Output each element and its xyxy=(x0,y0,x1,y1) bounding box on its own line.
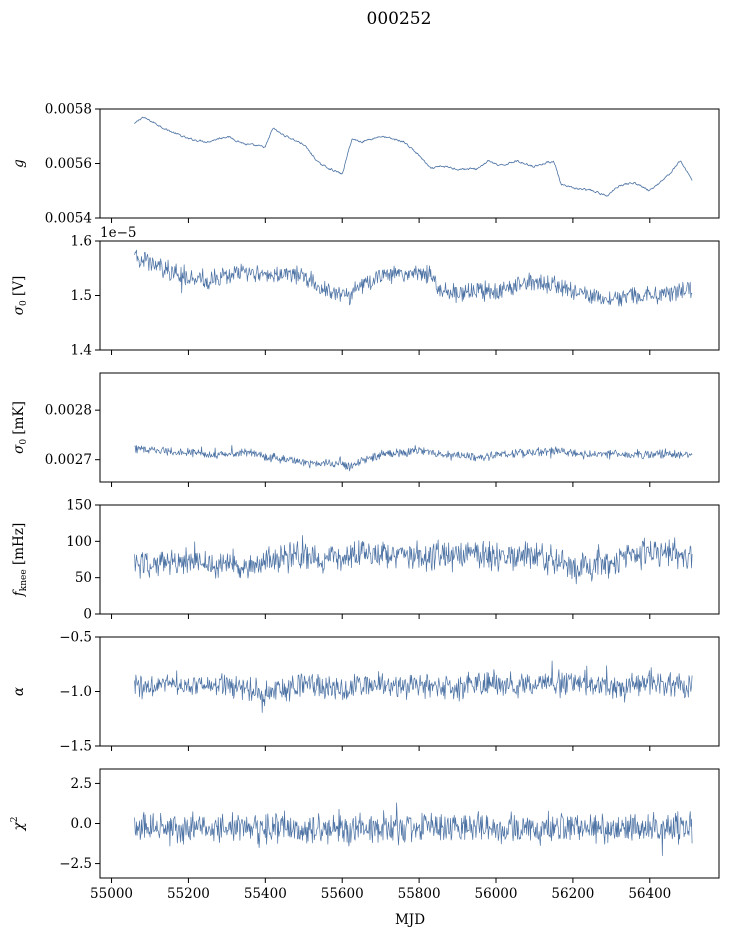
series-line-fknee xyxy=(134,535,693,585)
panel-4: 0 50 100 150 fknee​ [mHz] xyxy=(11,498,720,623)
y-tick-label: 0 xyxy=(83,607,92,623)
x-tick-label: 56000 xyxy=(475,886,518,902)
offset-label: 1e−5 xyxy=(100,225,136,241)
y-axis-label: χ2​ xyxy=(10,817,27,832)
panels: 0.0054 0.0056 0.0058 g 1.4 1.5 1.6 1e−5 σ0​ [V] 0… xyxy=(10,102,720,902)
panel-1: 0.0054 0.0056 0.0058 g xyxy=(11,102,720,227)
panel-3: 0.0027 0.0028 σ0​ [mK] xyxy=(11,372,720,487)
x-tick-label: 56200 xyxy=(551,886,594,902)
y-tick-label: 0.0028 xyxy=(45,403,92,419)
series-line-g xyxy=(134,116,693,197)
y-tick-label: −1.5 xyxy=(59,739,92,755)
y-tick-label: 2.5 xyxy=(71,776,92,792)
y-tick-label: −1.0 xyxy=(59,684,92,700)
panel-6: −2.5 0.0 2.5 55000 55200 55400 55600 55800 56000… xyxy=(10,768,720,902)
x-tick-label: 55600 xyxy=(321,886,364,902)
axes-frame xyxy=(99,240,720,351)
axes-frame xyxy=(99,108,720,219)
axes-frame xyxy=(99,372,720,483)
series-line-chi2 xyxy=(134,802,693,856)
y-tick-label: 1.6 xyxy=(71,234,92,250)
y-axis-label: fknee​ [mHz] xyxy=(11,523,29,597)
y-axis-label: α xyxy=(11,687,27,696)
x-tick-label: 55000 xyxy=(90,886,133,902)
x-axis-label: MJD xyxy=(395,912,425,928)
y-tick-label: 0.0058 xyxy=(45,102,92,118)
axes-frame xyxy=(99,504,720,615)
x-tick-label: 55200 xyxy=(167,886,210,902)
y-tick-label: 1.5 xyxy=(71,288,92,304)
x-tick-label: 55800 xyxy=(398,886,441,902)
series-line-sigma0_V xyxy=(134,249,693,307)
series-line-alpha xyxy=(134,660,693,713)
y-tick-label: 0.0054 xyxy=(45,211,92,227)
y-tick-label: 1.4 xyxy=(71,343,92,359)
y-tick-label: −2.5 xyxy=(59,856,92,872)
y-tick-label: 150 xyxy=(66,498,92,514)
y-tick-label: −0.5 xyxy=(59,630,92,646)
y-tick-label: 100 xyxy=(66,534,92,550)
y-tick-label: 0.0056 xyxy=(45,156,92,172)
y-tick-label: 50 xyxy=(75,570,92,586)
x-tick-label: 55400 xyxy=(244,886,287,902)
panel-2: 1.4 1.5 1.6 1e−5 σ0​ [V] xyxy=(11,225,720,359)
panel-5: −1.5 −1.0 −0.5 α xyxy=(11,630,720,755)
figure-title: 000252 xyxy=(367,9,432,29)
y-axis-label: g xyxy=(11,159,27,168)
x-tick-label: 56400 xyxy=(628,886,671,902)
y-tick-label: 0.0 xyxy=(71,816,92,832)
y-tick-label: 0.0027 xyxy=(45,452,92,468)
y-axis-label: σ0​ [V] xyxy=(11,276,29,316)
series-line-sigma0_mK xyxy=(134,444,693,472)
y-axis-label: σ0​ [mK] xyxy=(11,401,29,454)
